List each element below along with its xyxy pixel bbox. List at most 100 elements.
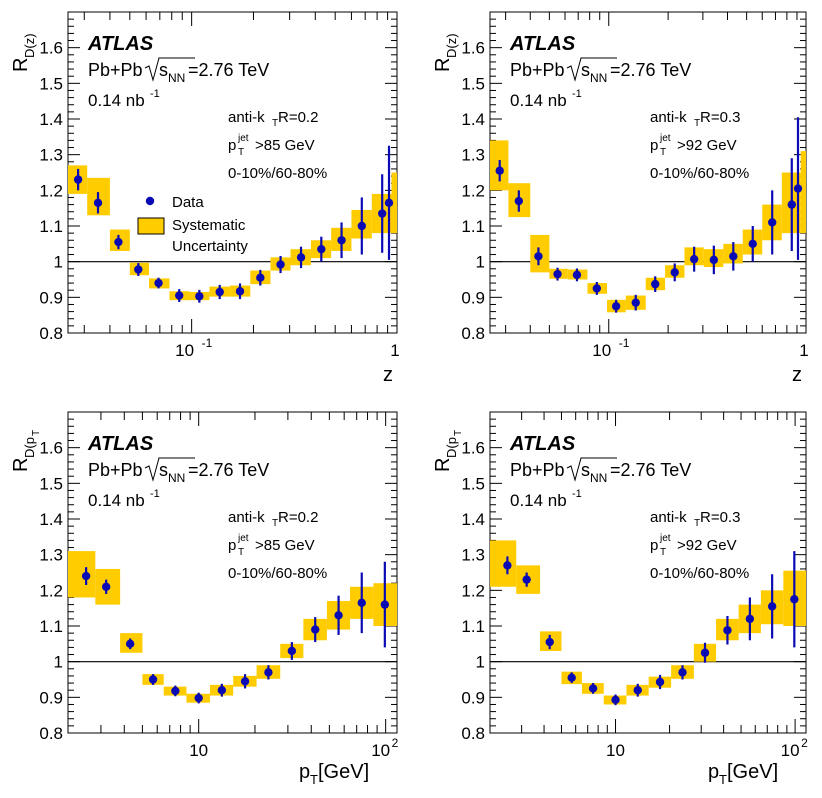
data-point	[380, 600, 390, 609]
algorithm-label: anti-k	[650, 509, 687, 526]
data-point	[171, 686, 180, 696]
algorithm-sub: T	[694, 118, 700, 129]
sqrt-symbol	[566, 57, 617, 82]
y-tick-label: 1.2	[461, 181, 485, 200]
y-tick-label: 1.6	[39, 439, 63, 458]
algorithm-sub: T	[694, 518, 700, 529]
x-axis-label: z	[383, 364, 393, 386]
x-tick-label-exponent: -1	[619, 336, 630, 350]
data-point	[745, 614, 755, 624]
luminosity-exponent: -1	[572, 88, 582, 100]
sqrt-s-subscript: NN	[590, 471, 607, 485]
y-tick-label: 1.3	[39, 146, 63, 165]
algorithm-label: anti-k	[650, 109, 687, 126]
x-tick-label: 1	[390, 341, 399, 360]
atlas-label: ATLAS	[87, 33, 154, 55]
x-axis-label: p	[708, 761, 719, 783]
data-point	[357, 598, 366, 608]
data-point	[553, 269, 562, 279]
y-tick-label: 1.4	[39, 510, 63, 529]
y-tick-label: 1.6	[39, 39, 63, 58]
data-point	[768, 218, 777, 227]
x-axis-label-sub: T	[719, 772, 727, 787]
system-label: Pb+Pb	[88, 460, 143, 480]
data-point	[790, 595, 799, 604]
sqrt-symbol	[144, 457, 195, 482]
y-axis-label-sub: D(z)	[22, 33, 37, 58]
data-point	[195, 292, 204, 301]
data-point	[611, 302, 621, 311]
sqrt-symbol	[144, 57, 195, 82]
data-point	[545, 637, 554, 647]
centrality-label: 0-10%/60-80%	[228, 165, 327, 182]
system-label: Pb+Pb	[88, 60, 143, 80]
data-point	[264, 668, 273, 677]
data-point	[217, 686, 227, 695]
x-axis-label-unit: [GeV]	[727, 761, 778, 783]
y-axis-label: RD(z)	[432, 33, 459, 72]
pt-cut-sub: T	[238, 147, 244, 158]
data-point	[215, 287, 224, 297]
pt-cut-value: >85 GeV	[255, 137, 315, 154]
sqrt-s-label: s	[159, 60, 168, 80]
luminosity-exponent: -1	[150, 488, 160, 500]
y-axis-label-main: R	[10, 458, 32, 472]
data-point	[689, 254, 699, 264]
y-tick-label: 1.3	[39, 546, 63, 565]
data-point	[572, 270, 582, 280]
y-axis-label-sub: D(p	[22, 437, 37, 458]
data-point	[384, 198, 394, 208]
systematic-band	[68, 551, 96, 598]
y-axis-label-subsub: T	[31, 430, 42, 436]
y-tick-label: 0.8	[39, 724, 63, 743]
data-point	[729, 252, 738, 261]
data-point	[709, 255, 719, 265]
data-point	[148, 675, 158, 684]
algorithm-radius: R=0.2	[278, 109, 318, 126]
data-point	[767, 602, 777, 611]
data-point	[793, 184, 803, 193]
algorithm-sub: T	[272, 118, 278, 129]
x-tick-label-exponent: 2	[392, 736, 399, 750]
atlas-label: ATLAS	[509, 433, 576, 455]
algorithm-label: anti-k	[228, 109, 265, 126]
y-tick-label: 1.6	[461, 39, 485, 58]
legend-data-label: Data	[172, 194, 204, 211]
pt-cut-sup: jet	[659, 533, 671, 544]
y-tick-label: 1.3	[461, 546, 485, 565]
y-tick-label: 0.9	[461, 288, 485, 307]
pt-cut-sup: jet	[659, 133, 671, 144]
sqrt-s-label: s	[581, 60, 590, 80]
system-label: Pb+Pb	[510, 460, 565, 480]
atlas-label: ATLAS	[509, 33, 576, 55]
legend-systematic-label-2: Uncertainty	[172, 238, 248, 255]
systematic-band	[391, 172, 397, 234]
legend-systematic-label: Systematic	[172, 217, 246, 234]
luminosity-label: 0.14 nb	[510, 91, 567, 110]
data-point	[240, 677, 250, 686]
x-tick-label: 1	[799, 341, 808, 360]
data-point	[567, 673, 576, 682]
energy-label: =2.76 TeV	[188, 460, 269, 480]
y-tick-label: 1	[476, 253, 485, 272]
algorithm-radius: R=0.2	[278, 509, 318, 526]
data-point	[73, 175, 83, 184]
algorithm-radius: R=0.3	[700, 109, 740, 126]
data-point	[93, 198, 103, 208]
data-point	[651, 279, 660, 289]
pt-cut-value: >92 GeV	[677, 137, 737, 154]
data-point	[296, 253, 306, 262]
x-tick-label: 10	[189, 741, 208, 760]
data-point	[631, 298, 640, 307]
luminosity-label: 0.14 nb	[88, 491, 145, 510]
data-point	[588, 684, 598, 693]
luminosity-exponent: -1	[572, 488, 582, 500]
data-point	[194, 693, 203, 703]
data-point	[287, 646, 297, 656]
atlas-label: ATLAS	[87, 433, 154, 455]
data-point	[235, 287, 245, 296]
data-point	[175, 291, 184, 300]
y-tick-label: 1.1	[39, 617, 63, 636]
x-axis-label-sub: T	[310, 772, 318, 787]
